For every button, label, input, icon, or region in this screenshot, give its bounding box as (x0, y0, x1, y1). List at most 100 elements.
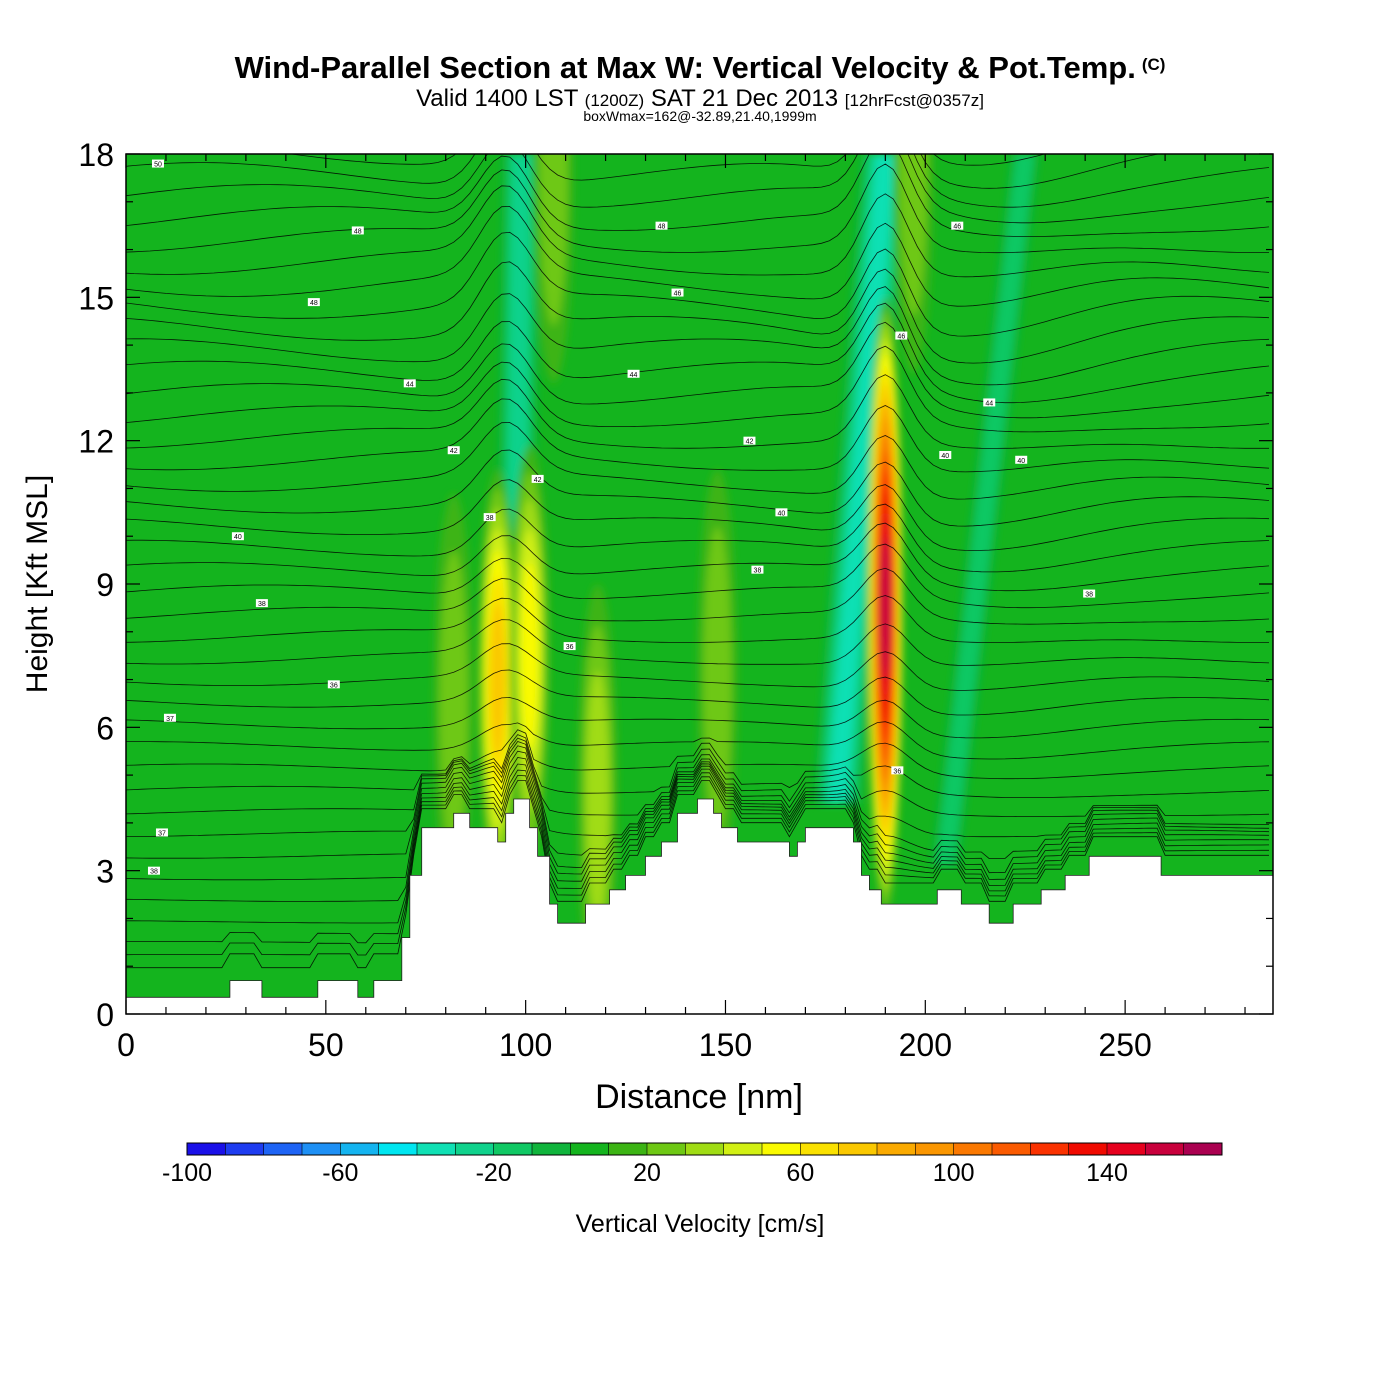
theta-label-text: 48 (310, 300, 318, 307)
theta-contour-line (126, 398, 1270, 473)
theta-label: 37 (163, 713, 176, 723)
theta-contour-line (126, 737, 1270, 817)
colorbar-swatch (493, 1143, 533, 1155)
theta-label-bg (951, 221, 964, 230)
downdraft-band (936, 154, 1035, 866)
forecast-info: [12hrFcst@0357z] (844, 91, 984, 110)
theta-contour-line (126, 763, 1270, 924)
colorbar-frame (186, 1142, 1223, 1156)
theta-label: 40 (1015, 455, 1028, 465)
theta-label-text: 38 (150, 869, 158, 876)
colorbar-swatch (992, 1143, 1031, 1155)
colorbar-swatch (647, 1143, 686, 1155)
theta-contour-line (126, 729, 1270, 780)
theta-contour-line (126, 302, 1270, 404)
theta-contour-line (126, 619, 1270, 666)
theta-label-bg (655, 221, 668, 230)
theta-label-text: 44 (985, 400, 993, 407)
theta-label-bg (155, 828, 168, 837)
x-tick-label: 200 (899, 1027, 952, 1063)
terrain-mask (125, 798, 1274, 1015)
terrain-shape (125, 798, 1274, 1015)
y-tick-label: 12 (78, 424, 114, 460)
valid-time-line: Valid 1400 LST (1200Z) SAT 21 Dec 2013 [… (0, 85, 1400, 113)
colorbar-swatch (417, 1143, 456, 1155)
colorbar-swatch (187, 1143, 226, 1155)
colorbar-swatch (838, 1143, 878, 1155)
theta-label-bg (327, 680, 340, 689)
updraft-core (521, 562, 539, 749)
theta-label-bg (895, 331, 908, 340)
theta-contour-line (126, 163, 1270, 254)
x-tick-label: 150 (699, 1027, 752, 1063)
colorbar-tick-label: 60 (786, 1159, 814, 1187)
downdraft-band (828, 154, 895, 804)
chart-title: Wind-Parallel Section at Max W: Vertical… (234, 50, 1166, 85)
theta-contour-line (126, 261, 1270, 364)
velocity-shading (433, 154, 1040, 1005)
theta-label-bg (147, 866, 160, 875)
colorbar-swatch (1030, 1143, 1070, 1155)
axis-ticks (125, 153, 1273, 1015)
colorbar (186, 1142, 1223, 1156)
theta-label-text: 38 (754, 568, 762, 575)
theta-label: 38 (147, 866, 160, 876)
theta-label-bg (447, 446, 460, 455)
theta-label-text: 46 (897, 334, 905, 341)
theta-label: 38 (255, 599, 268, 608)
updraft-core (586, 670, 609, 918)
updraft-core (490, 602, 506, 757)
colorbar-swatch (1107, 1143, 1146, 1155)
theta-label-bg (163, 713, 176, 722)
theta-contour-line (126, 741, 1269, 838)
theta-label: 37 (155, 828, 168, 837)
x-tick-label: 0 (117, 1027, 135, 1063)
theta-label-bg (751, 565, 764, 574)
theta-label-bg (743, 436, 756, 445)
theta-contour-line (126, 345, 1270, 433)
theta-contour-line (126, 750, 1270, 881)
theta-label-bg (983, 398, 996, 407)
theta-label: 36 (327, 680, 340, 689)
x-tick-label: 250 (1098, 1027, 1151, 1063)
theta-label-text: 38 (1085, 592, 1093, 599)
theta-contour-line (126, 774, 1269, 956)
theta-contour-line (126, 522, 1270, 592)
theta-label: 42 (743, 436, 756, 446)
valid-utc-time: (1200Z) (584, 91, 645, 110)
theta-label: 40 (231, 532, 244, 541)
theta-label-text: 48 (354, 228, 362, 235)
colorbar-swatch (455, 1143, 495, 1155)
theta-label: 44 (627, 369, 640, 379)
y-tick-label: 15 (78, 280, 114, 316)
theta-contour-line (126, 757, 1270, 902)
theta-contour-line (126, 697, 1270, 739)
x-axis-label: Distance [nm] (595, 1078, 803, 1116)
theta-contour-line (126, 643, 1270, 691)
colorbar-swatch (378, 1143, 418, 1155)
theta-label-text: 46 (674, 291, 682, 298)
colorbar-swatch (800, 1143, 840, 1155)
colorbar-swatch (877, 1143, 916, 1155)
theta-label-text: 38 (258, 601, 266, 608)
theta-contour-line (126, 543, 1270, 609)
theta-label: 36 (891, 766, 904, 775)
theta-contour-line (126, 231, 1270, 337)
theta-label-text: 42 (450, 448, 458, 455)
colorbar-label: Vertical Velocity [cm/s] (576, 1210, 825, 1238)
theta-contour-line (126, 669, 1270, 716)
y-tick-label: 3 (96, 854, 114, 890)
x-tick-labels: 0 50 100 150 200 250 (117, 1027, 1152, 1063)
theta-contour-line (126, 745, 1270, 860)
theta-label-text: 48 (658, 224, 666, 231)
theta-contour-line (126, 721, 1270, 760)
theta-label-text: 44 (630, 372, 638, 379)
theta-label: 44 (983, 398, 996, 407)
copyright-mark: (C) (1141, 55, 1166, 74)
theta-label: 44 (403, 379, 416, 388)
theta-label: 48 (307, 298, 320, 307)
theta-contour-line (126, 769, 1270, 944)
y-tick-label: 6 (96, 710, 114, 746)
theta-label-bg (351, 226, 364, 235)
